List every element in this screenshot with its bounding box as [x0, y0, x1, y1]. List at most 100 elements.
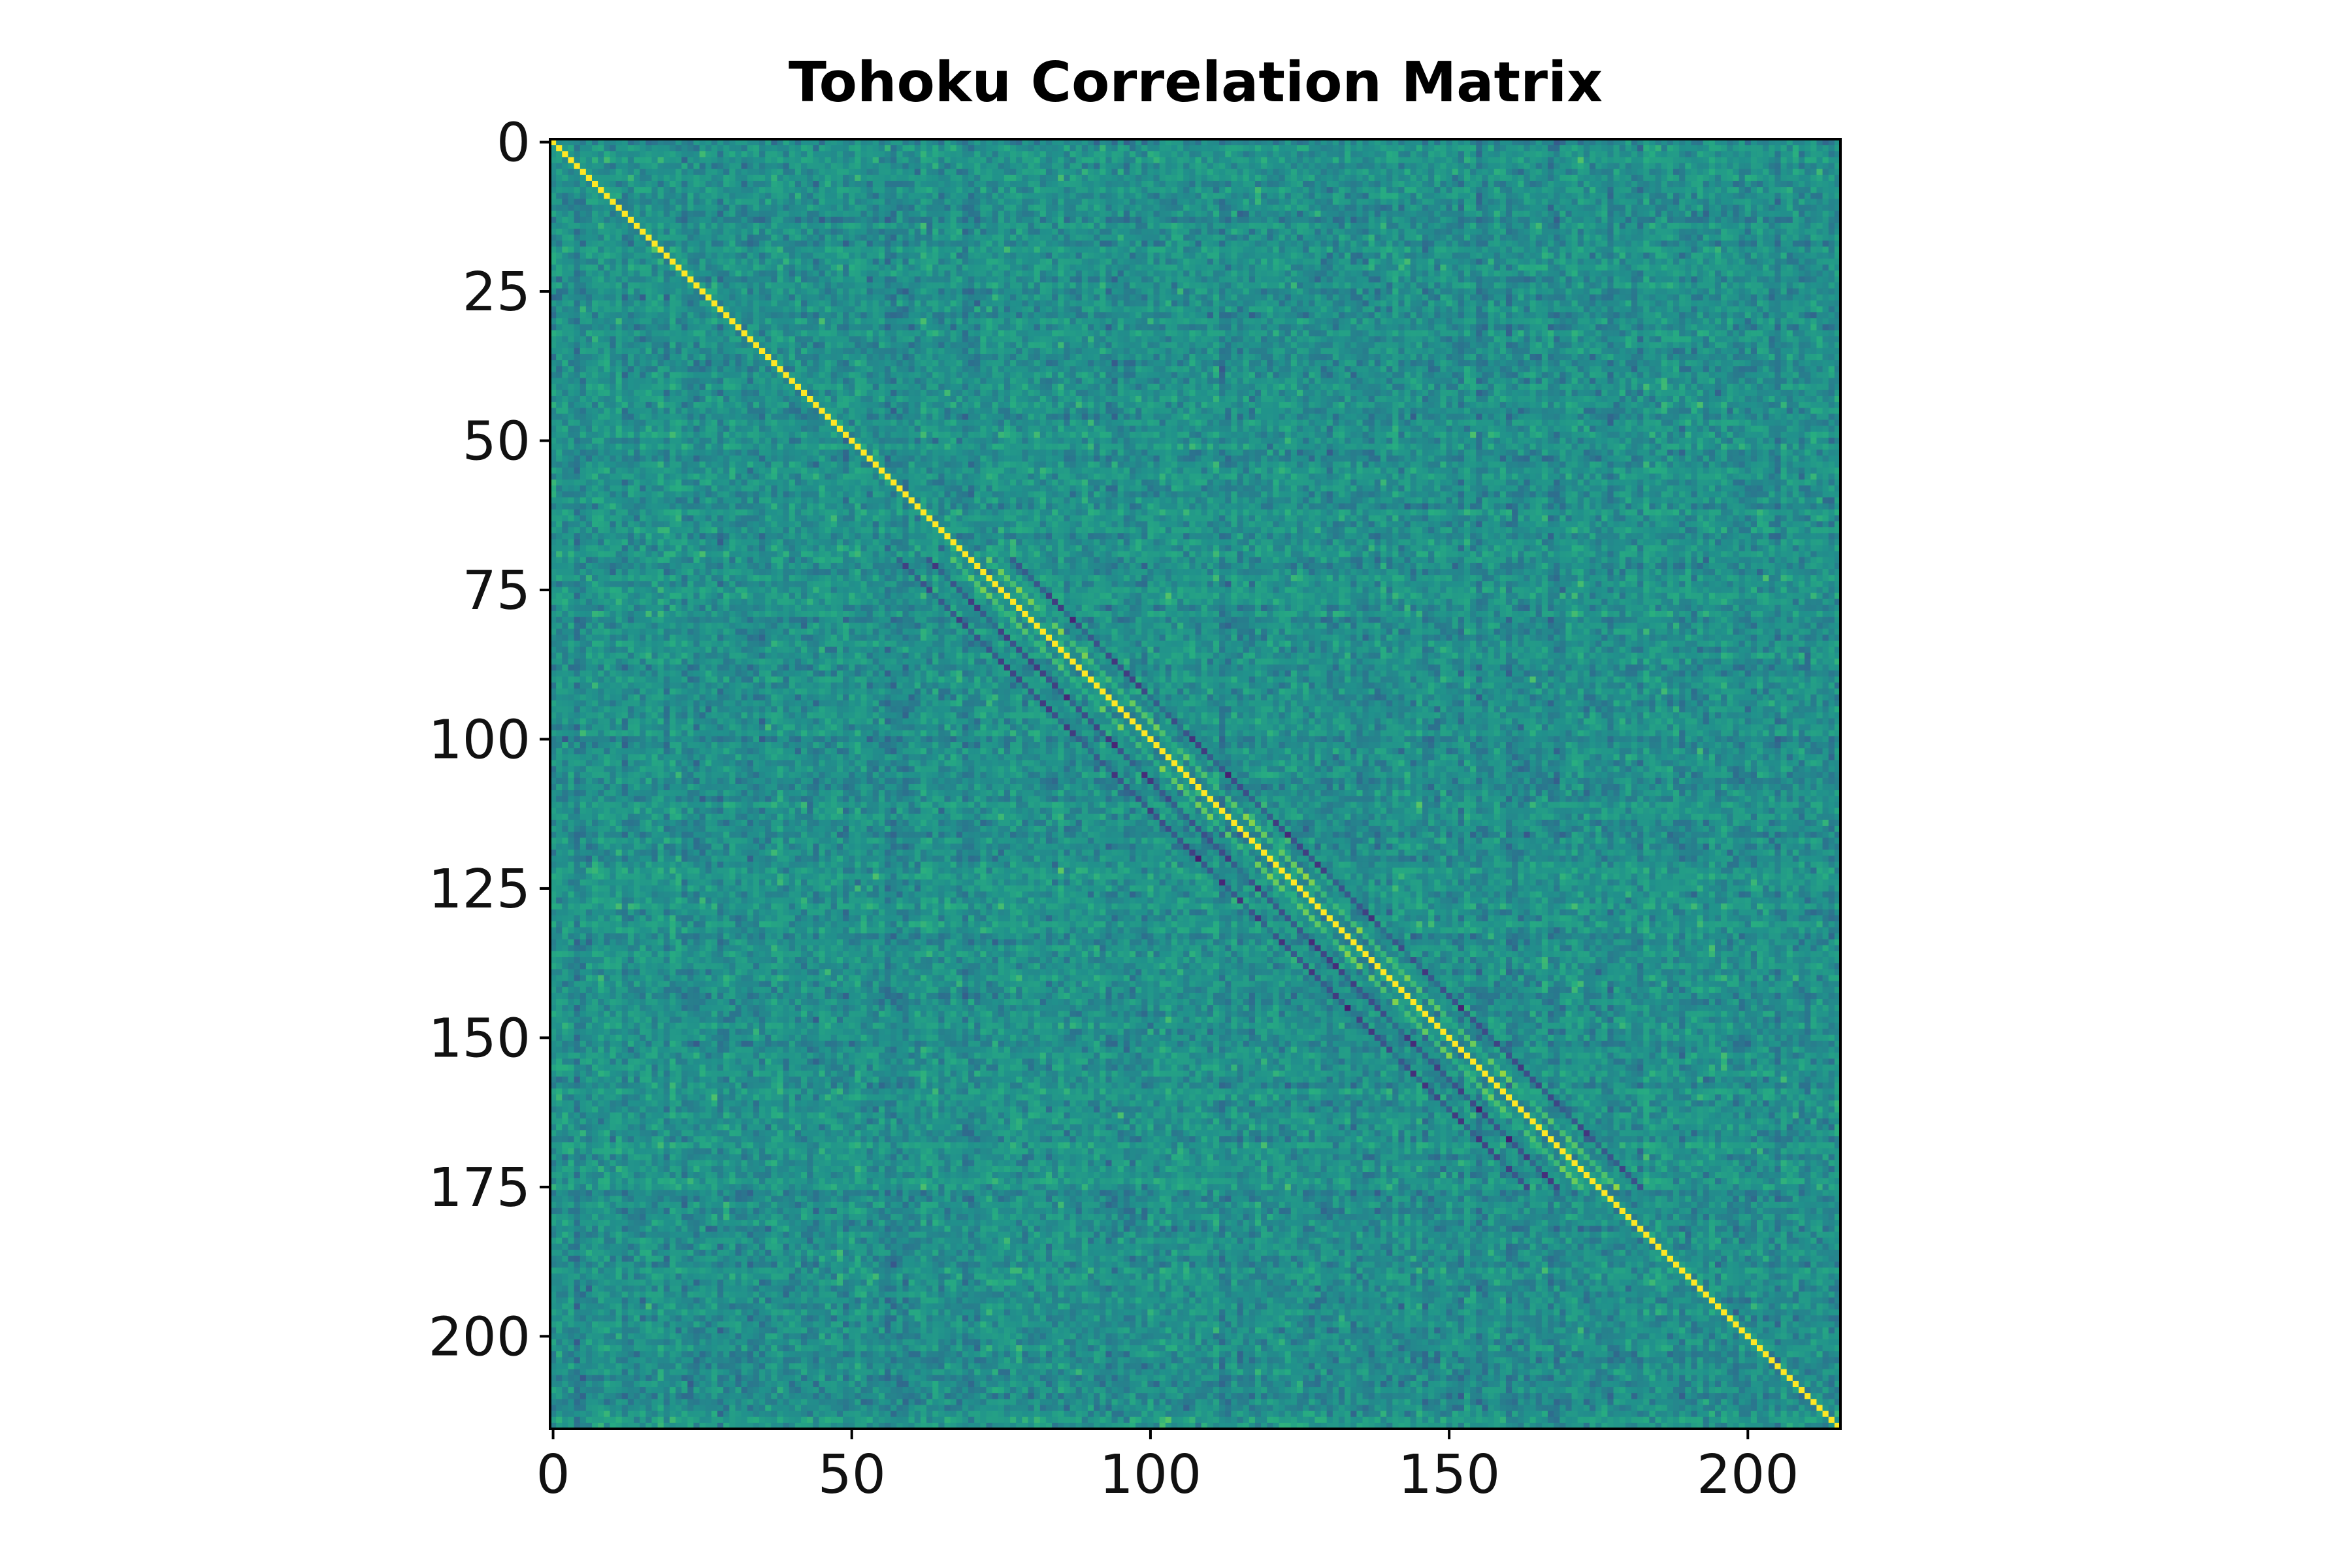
- heatmap-cell: [1565, 169, 1572, 176]
- heatmap-cell: [849, 270, 855, 277]
- heatmap-cell: [1787, 229, 1793, 235]
- heatmap-cell: [956, 217, 963, 223]
- heatmap-cell: [1823, 163, 1829, 170]
- heatmap-cell: [1572, 193, 1578, 199]
- heatmap-cell: [1500, 270, 1507, 277]
- heatmap-cell: [1697, 157, 1704, 163]
- heatmap-cell: [598, 270, 604, 277]
- heatmap-cell: [1046, 270, 1053, 277]
- heatmap-cell: [1004, 163, 1011, 170]
- heatmap-cell: [1673, 247, 1680, 253]
- heatmap-cell: [1225, 145, 1232, 152]
- heatmap-cell: [1679, 229, 1686, 235]
- heatmap-cell: [1130, 205, 1136, 212]
- heatmap-cell: [592, 199, 598, 205]
- heatmap-cell: [1076, 187, 1083, 193]
- heatmap-cell: [1506, 259, 1512, 265]
- heatmap-cell: [932, 211, 939, 218]
- heatmap-cell: [1255, 187, 1262, 193]
- heatmap-cell: [1787, 157, 1793, 163]
- heatmap-cell: [1028, 157, 1034, 163]
- heatmap-cell: [909, 163, 915, 170]
- heatmap-cell: [1524, 157, 1530, 163]
- heatmap-cell: [1631, 163, 1638, 170]
- heatmap-cell: [902, 259, 909, 265]
- heatmap-cell: [1572, 211, 1578, 218]
- heatmap-cell: [1757, 235, 1763, 241]
- heatmap-cell: [1004, 175, 1011, 182]
- heatmap-cell: [1542, 193, 1548, 199]
- heatmap-cell: [986, 175, 992, 182]
- heatmap-cell: [1620, 229, 1626, 235]
- heatmap-cell: [1482, 175, 1488, 182]
- heatmap-cell: [1482, 240, 1488, 247]
- heatmap-cell: [1816, 169, 1823, 176]
- heatmap-cell: [855, 157, 861, 163]
- heatmap-cell: [974, 193, 981, 199]
- heatmap-cell: [980, 270, 987, 277]
- heatmap-cell: [1255, 193, 1262, 199]
- heatmap-cell: [1697, 211, 1704, 218]
- heatmap-cell: [1452, 217, 1459, 223]
- heatmap-cell: [651, 205, 658, 212]
- heatmap-cell: [1584, 193, 1590, 199]
- heatmap-cell: [1685, 145, 1691, 152]
- heatmap-cell: [944, 187, 951, 193]
- heatmap-cell: [1542, 187, 1548, 193]
- heatmap-cell: [717, 223, 724, 229]
- heatmap-cell: [1291, 193, 1298, 199]
- heatmap-cell: [610, 223, 616, 229]
- heatmap-cell: [1291, 175, 1298, 182]
- heatmap-cell: [711, 229, 718, 235]
- heatmap-cell: [1237, 247, 1244, 253]
- heatmap-cell: [986, 265, 992, 271]
- heatmap-cell: [909, 157, 915, 163]
- heatmap-cell: [1805, 217, 1811, 223]
- heatmap-cell: [1631, 187, 1638, 193]
- heatmap-cell: [1715, 229, 1722, 235]
- heatmap-cell: [1781, 223, 1788, 229]
- heatmap-cell: [693, 151, 700, 157]
- heatmap-cell: [1034, 187, 1041, 193]
- heatmap-cell: [616, 217, 623, 223]
- heatmap-cell: [783, 187, 790, 193]
- heatmap-cell: [1046, 157, 1053, 163]
- heatmap-cell: [1398, 187, 1405, 193]
- heatmap-cell: [1614, 187, 1620, 193]
- heatmap-cell: [742, 240, 748, 247]
- heatmap-cell: [968, 175, 975, 182]
- heatmap-cell: [1327, 205, 1333, 212]
- heatmap-cell: [1691, 163, 1697, 170]
- heatmap-cell: [909, 193, 915, 199]
- heatmap-cell: [1727, 205, 1733, 212]
- heatmap-cell: [1793, 151, 1799, 157]
- heatmap-cell: [651, 217, 658, 223]
- heatmap-cell: [938, 240, 945, 247]
- heatmap-cell: [1147, 205, 1154, 212]
- heatmap-cell: [1810, 240, 1817, 247]
- heatmap-cell: [1787, 217, 1793, 223]
- heatmap-cell: [1339, 217, 1345, 223]
- heatmap-cell: [1411, 240, 1417, 247]
- heatmap-cell: [568, 187, 574, 193]
- heatmap-cell: [1781, 199, 1788, 205]
- heatmap-cell: [1506, 163, 1512, 170]
- heatmap-cell: [1614, 157, 1620, 163]
- heatmap-cell: [1500, 247, 1507, 253]
- heatmap-cell: [1446, 223, 1453, 229]
- heatmap-cell: [902, 199, 909, 205]
- heatmap-cell: [711, 235, 718, 241]
- heatmap-cell: [706, 270, 712, 277]
- heatmap-cell: [1607, 181, 1614, 188]
- heatmap-cell: [1793, 229, 1799, 235]
- heatmap-cell: [1213, 199, 1220, 205]
- heatmap-cell: [747, 217, 754, 223]
- heatmap-cell: [783, 181, 790, 188]
- heatmap-cell: [926, 193, 933, 199]
- heatmap-cell: [1793, 181, 1799, 188]
- heatmap-cell: [1595, 265, 1602, 271]
- heatmap-cell: [711, 181, 718, 188]
- heatmap-cell: [1207, 259, 1214, 265]
- heatmap-cell: [1034, 265, 1041, 271]
- heatmap-cell: [765, 253, 772, 259]
